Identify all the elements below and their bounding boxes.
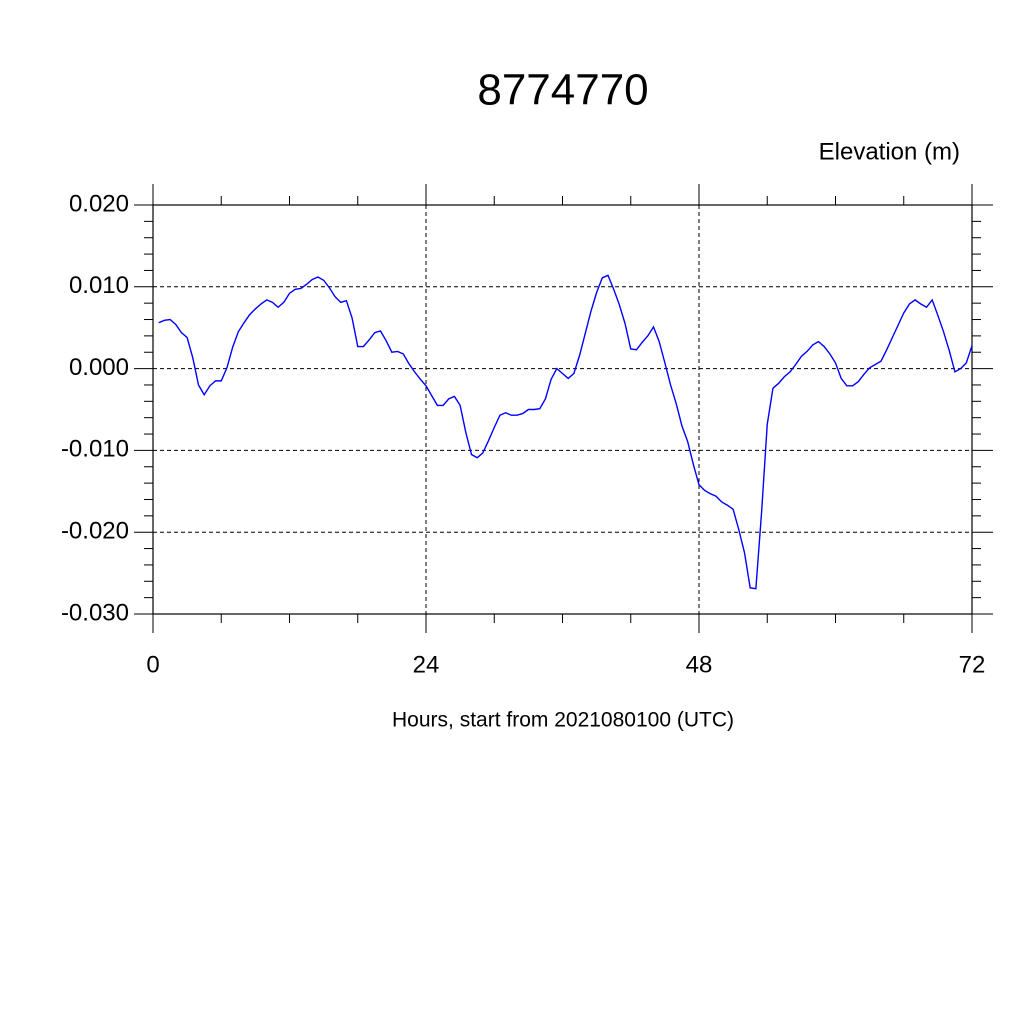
y-tick-label: 0.000 xyxy=(69,354,129,381)
x-axis-label: Hours, start from 2021080100 (UTC) xyxy=(392,709,734,732)
data-line xyxy=(158,274,973,590)
chart-title: 8774770 xyxy=(477,66,648,115)
y-tick-label: 0.020 xyxy=(69,190,129,217)
x-tick-label: 48 xyxy=(686,651,713,678)
plot-frame xyxy=(152,204,973,615)
x-tick-label: 24 xyxy=(413,651,440,678)
y-tick-label: -0.030 xyxy=(61,599,129,626)
y-tick-label: -0.010 xyxy=(61,436,129,463)
y-tick-label: 0.010 xyxy=(69,272,129,299)
x-tick-label: 72 xyxy=(959,651,986,678)
y-axis-label: Elevation (m) xyxy=(819,138,960,165)
y-tick-label: -0.020 xyxy=(61,518,129,545)
x-tick-label: 0 xyxy=(146,651,159,678)
